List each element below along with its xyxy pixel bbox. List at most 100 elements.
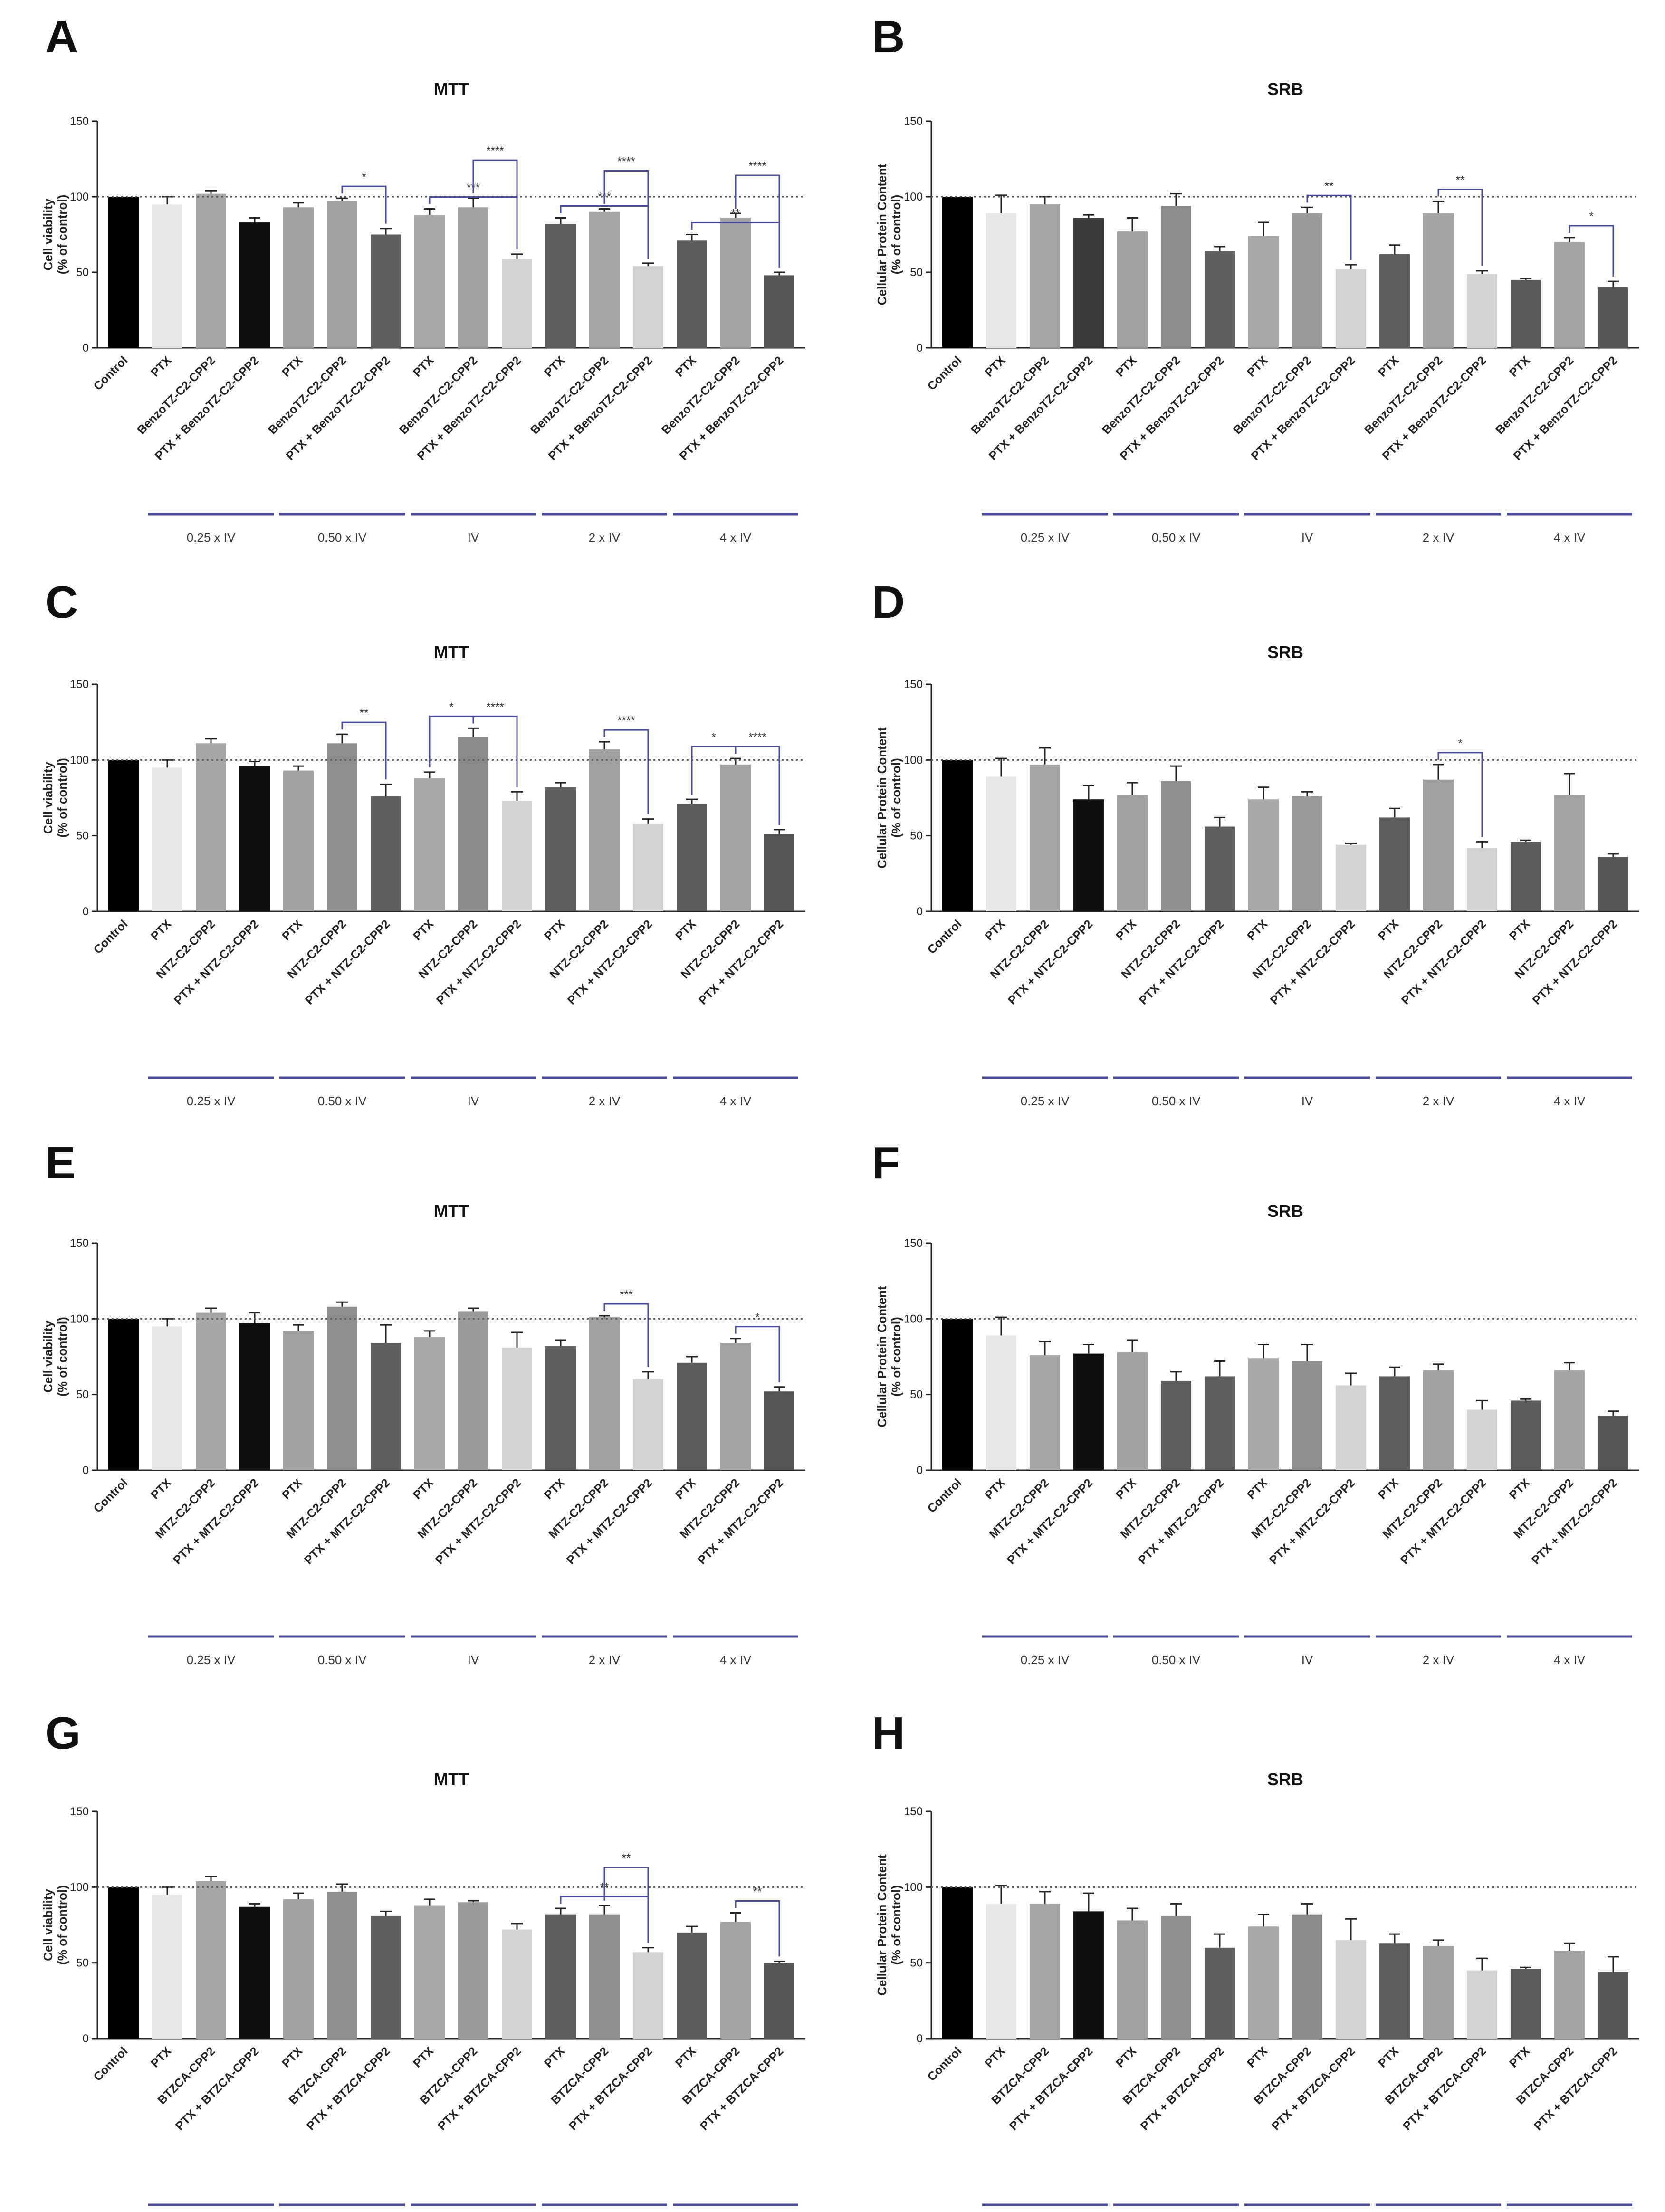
significance-label: *** xyxy=(620,1288,633,1301)
significance-label: **** xyxy=(486,700,504,713)
bar xyxy=(1423,779,1454,911)
bar xyxy=(502,1347,532,1470)
category-label: PTX xyxy=(673,2044,699,2070)
bar xyxy=(1292,213,1322,348)
significance-bracket xyxy=(603,1303,649,1367)
category-label: PTX xyxy=(411,917,436,943)
bar xyxy=(283,770,314,911)
bar xyxy=(414,1337,445,1470)
significance-bracket xyxy=(603,729,649,814)
bar xyxy=(1598,1972,1628,2039)
category-label: PTX xyxy=(673,1476,699,1502)
bar xyxy=(1073,218,1104,348)
bar xyxy=(239,1906,270,2039)
category-label: PTX xyxy=(1244,354,1270,379)
category-label: PTX + BTZCA-CPP2 xyxy=(304,2044,392,2133)
category-label: PTX xyxy=(1244,1476,1270,1502)
y-tick-label: 100 xyxy=(904,754,923,766)
bar xyxy=(677,240,707,348)
category-label: PTX + MTZ-C2-CPP2 xyxy=(564,1476,655,1567)
bar xyxy=(986,1904,1016,2039)
category-label: PTX + NTZ-C2-CPP2 xyxy=(1268,917,1358,1007)
y-axis-label-line: (% of control) xyxy=(889,1317,903,1397)
category-label: PTX xyxy=(1376,917,1401,943)
bar xyxy=(942,1319,973,1470)
category-label: PTX xyxy=(279,1476,305,1502)
category-label: PTX xyxy=(1113,917,1139,943)
group-label: 2 x IV xyxy=(589,1094,621,1108)
category-label: PTX + NTZ-C2-CPP2 xyxy=(1137,917,1226,1007)
significance-label: ** xyxy=(731,207,740,220)
category-label: Control xyxy=(925,354,965,393)
bar xyxy=(1161,1915,1191,2039)
significance-bracket xyxy=(603,170,649,259)
group-label: 4 x IV xyxy=(1554,1094,1586,1108)
chart-panel-g: G MTT Cell viability(% of control) 0 50 100 15… xyxy=(41,1708,805,2206)
y-tick-label: 0 xyxy=(83,2032,89,2045)
bar xyxy=(1467,1409,1497,1470)
category-label: PTX xyxy=(411,354,436,379)
bar xyxy=(1292,796,1322,911)
significance-label: * xyxy=(449,700,453,713)
y-tick-label: 150 xyxy=(904,1805,923,1818)
y-tick-label: 100 xyxy=(904,1312,923,1325)
y-tick-label: 150 xyxy=(904,678,923,691)
bar xyxy=(1379,1943,1410,2039)
bar xyxy=(677,1362,707,1470)
bar xyxy=(458,207,488,348)
bar xyxy=(152,1895,182,2039)
bar xyxy=(414,1905,445,2039)
y-axis-label: Cell viability(% of control) xyxy=(41,1317,69,1397)
bar xyxy=(720,1343,751,1470)
bar xyxy=(152,204,182,348)
bar xyxy=(1511,279,1541,348)
category-label: PTX xyxy=(279,917,305,943)
bar xyxy=(1554,1370,1585,1470)
significance-label: ** xyxy=(1325,180,1334,192)
group-label: 0.25 x IV xyxy=(187,1653,236,1667)
category-label: PTX + BTZCA-CPP2 xyxy=(1138,2044,1226,2133)
y-tick-label: 150 xyxy=(70,1237,89,1250)
category-label: PTX xyxy=(542,1476,567,1502)
bar xyxy=(283,1899,314,2039)
bar xyxy=(283,207,314,348)
bar xyxy=(502,1929,532,2039)
y-axis-label-line: Cellular Protein Content xyxy=(875,163,889,305)
bar xyxy=(1248,236,1279,348)
category-label: PTX + BTZCA-CPP2 xyxy=(173,2044,261,2133)
group-label: IV xyxy=(468,1653,479,1667)
group-label: 0.50 x IV xyxy=(318,1653,367,1667)
bar xyxy=(108,1319,139,1470)
chart-title: MTT xyxy=(434,79,469,99)
y-tick-label: 150 xyxy=(904,1237,923,1250)
y-axis-label: Cellular Protein Content(% of control) xyxy=(875,1286,903,1427)
category-label: PTX xyxy=(1244,2044,1270,2070)
bar xyxy=(986,776,1016,911)
category-label: PTX xyxy=(1507,1476,1532,1502)
category-label: PTX xyxy=(411,2044,436,2070)
bar xyxy=(327,201,357,348)
y-axis-label-line: Cell viability xyxy=(41,198,55,270)
bar xyxy=(589,1914,620,2039)
bar xyxy=(545,224,576,348)
bar xyxy=(1554,242,1585,348)
category-label: Control xyxy=(91,1476,131,1515)
bar xyxy=(942,760,973,911)
category-label: PTX xyxy=(1507,2044,1532,2070)
bar xyxy=(371,1915,401,2039)
significance-label: **** xyxy=(748,731,766,744)
group-label: IV xyxy=(1301,1653,1313,1667)
group-label: IV xyxy=(468,1094,479,1108)
chart-title: MTT xyxy=(434,642,469,662)
y-axis-label: Cellular Protein Content(% of control) xyxy=(875,163,903,305)
group-label: 0.25 x IV xyxy=(1021,1653,1070,1667)
bar xyxy=(239,1323,270,1470)
bar xyxy=(1598,857,1628,911)
bar xyxy=(720,218,751,348)
panel-letter: B xyxy=(872,11,905,62)
y-tick-label: 0 xyxy=(917,1464,923,1477)
category-label: Control xyxy=(925,917,965,957)
y-axis-label: Cell viability(% of control) xyxy=(41,1885,69,1965)
bar xyxy=(1379,254,1410,348)
category-label: BenzoTZ-C2-CPP2 xyxy=(1231,354,1314,437)
